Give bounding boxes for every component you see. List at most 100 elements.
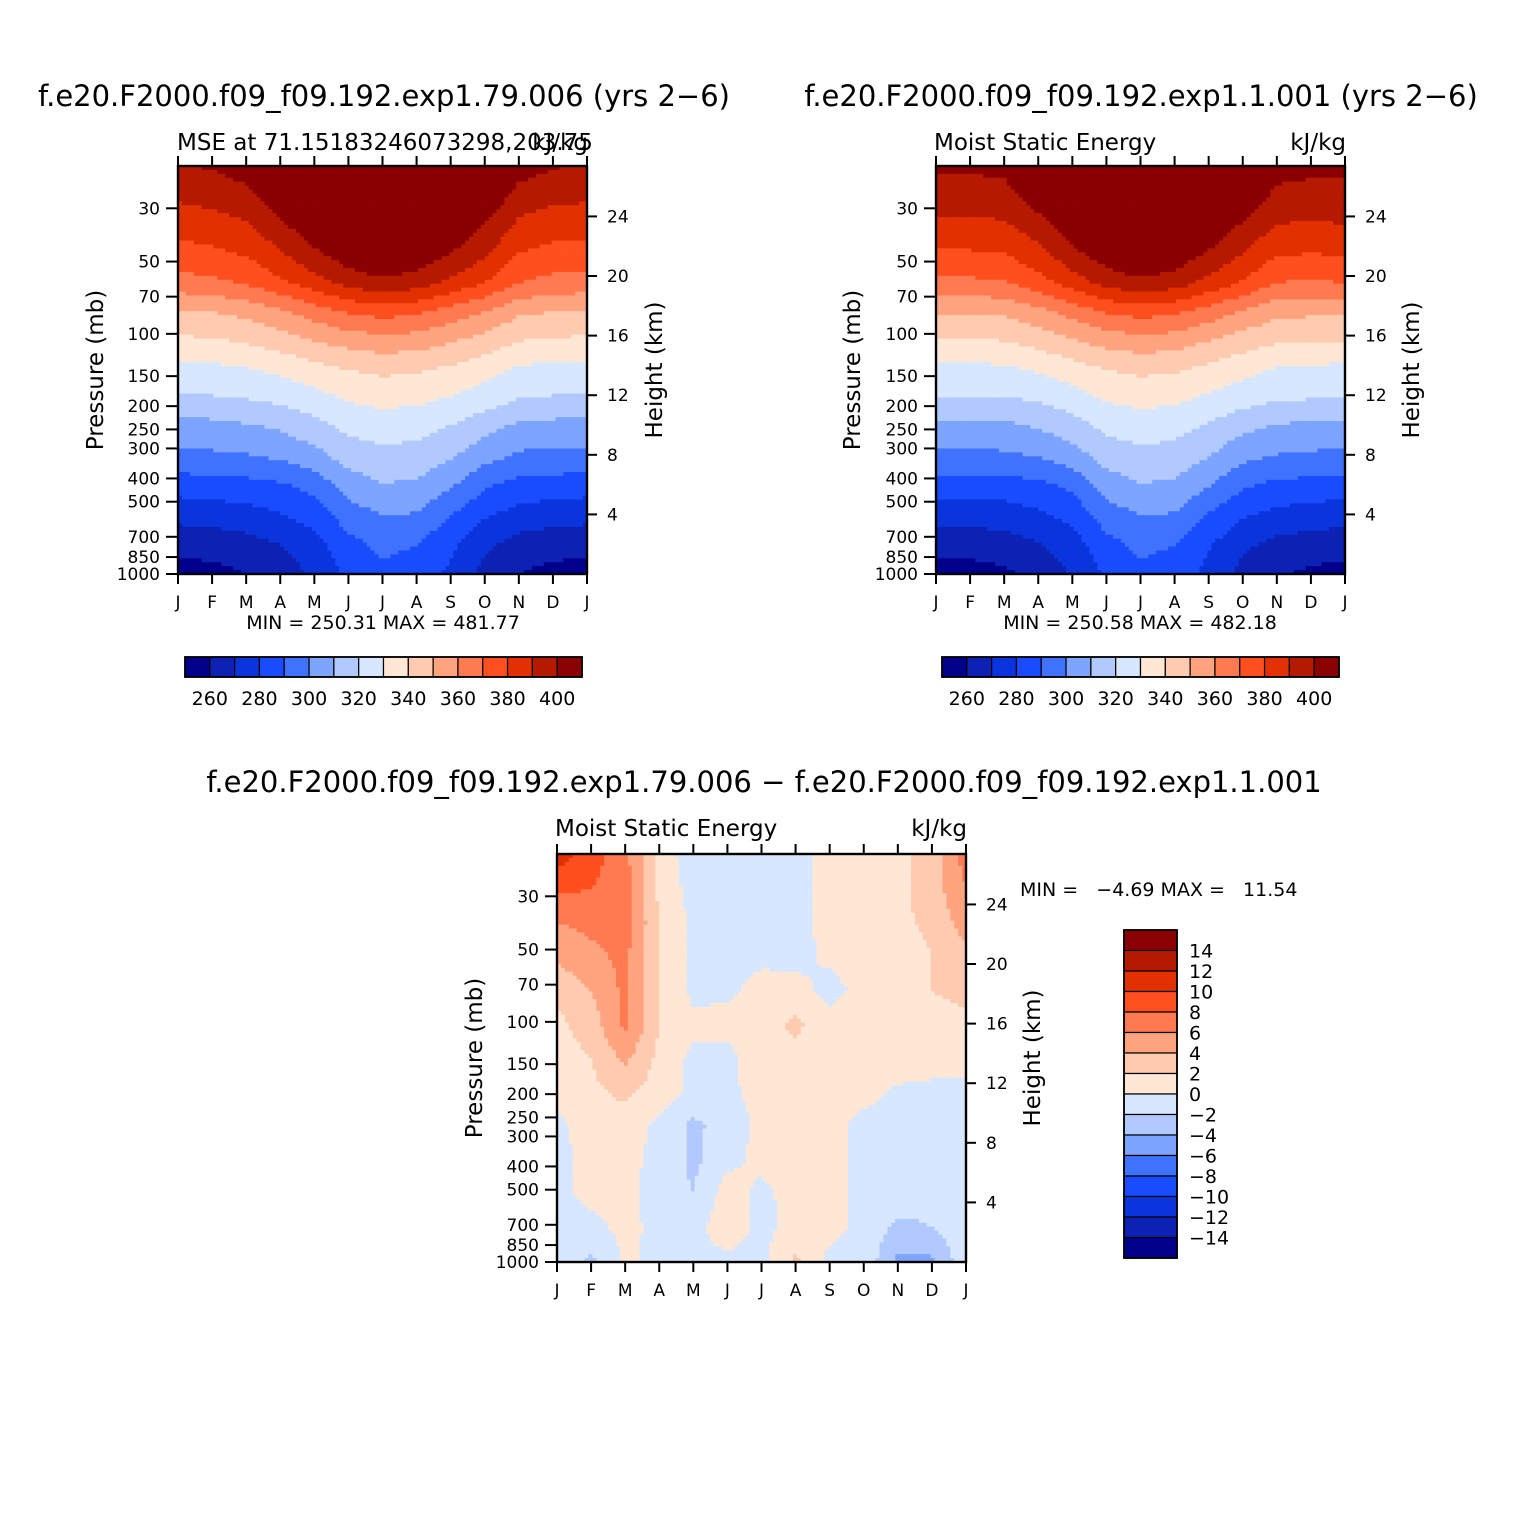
field-cell [552,288,557,293]
field-cell [485,182,490,187]
field-cell [304,205,309,210]
field-cell [233,186,238,191]
field-cell [418,248,423,253]
field-cell [249,350,254,355]
field-cell [229,307,234,312]
field-cell [469,201,474,206]
field-cell [414,343,419,348]
field-cell [571,350,576,355]
field-cell [548,217,553,222]
field-cell [500,217,505,222]
field-cell [398,288,403,293]
field-cell [371,264,376,269]
field-cell [571,268,576,273]
field-cell [343,252,348,257]
field-cell [500,280,505,285]
field-cell [359,256,364,261]
field-cell [327,178,332,183]
field-cell [375,299,380,304]
field-cell [489,186,494,191]
field-cell [213,288,218,293]
field-cell [485,315,490,320]
field-cell [426,233,431,238]
field-cell [430,327,435,332]
field-cell [217,335,222,340]
field-cell [276,205,281,210]
field-cell [367,248,372,253]
field-cell [343,221,348,226]
field-cell [493,331,498,336]
field-cell [339,331,344,336]
field-cell [410,276,415,281]
field-cell [512,268,517,273]
field-cell [182,292,187,297]
field-cell [316,350,321,355]
field-cell [422,170,427,175]
field-cell [300,256,305,261]
field-cell [280,229,285,234]
field-cell [355,335,360,340]
field-cell [198,193,203,198]
field-cell [276,307,281,312]
field-cell [485,280,490,285]
field-cell [485,276,490,281]
field-cell [292,346,297,351]
field-cell [194,280,199,285]
field-cell [434,197,439,202]
field-cell [406,307,411,312]
field-cell [461,307,466,312]
field-cell [559,244,564,249]
field-cell [556,323,561,328]
field-cell [359,241,364,246]
field-cell [213,276,218,281]
field-cell [497,213,502,218]
field-cell [206,174,211,179]
field-cell [249,268,254,273]
field-cell [453,241,458,246]
field-cell [265,252,270,257]
field-cell [481,190,486,195]
field-cell [418,311,423,316]
field-cell [426,323,431,328]
field-cell [233,315,238,320]
field-cell [438,276,443,281]
field-cell [489,272,494,277]
field-cell [402,244,407,249]
field-cell [371,182,376,187]
field-cell [213,205,218,210]
field-cell [383,205,388,210]
field-cell [567,174,572,179]
field-cell [540,299,545,304]
field-cell [414,237,419,242]
field-cell [544,225,549,230]
field-cell [418,244,423,249]
field-cell [465,350,470,355]
field-cell [508,182,513,187]
field-cell [324,225,329,230]
field-cell [453,205,458,210]
field-cell [465,299,470,304]
field-cell [347,260,352,265]
field-cell [213,252,218,257]
field-cell [453,335,458,340]
field-cell [516,217,521,222]
field-cell [414,264,419,269]
field-cell [465,264,470,269]
field-cell [438,331,443,336]
field-cell [245,225,250,230]
field-cell [575,335,580,340]
field-cell [363,186,368,191]
field-cell [351,186,356,191]
field-cell [402,292,407,297]
field-cell [241,182,246,187]
field-cell [504,335,509,340]
field-cell [241,229,246,234]
field-cell [202,221,207,226]
field-cell [414,280,419,285]
field-cell [284,197,289,202]
field-cell [489,292,494,297]
field-cell [292,335,297,340]
field-cell [190,178,195,183]
field-cell [500,244,505,249]
field-cell [575,276,580,281]
